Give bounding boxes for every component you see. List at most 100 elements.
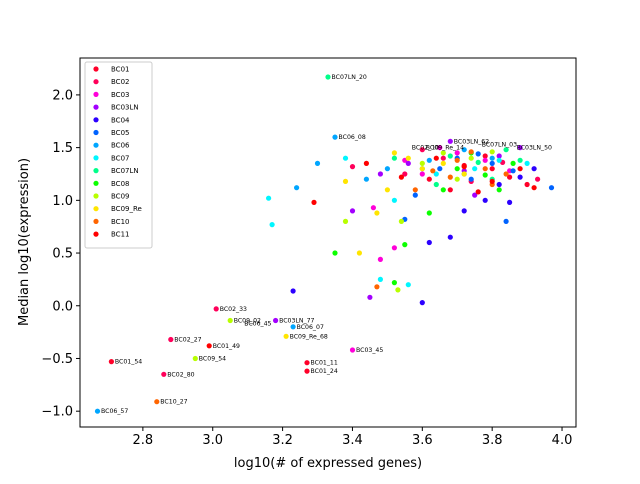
point-bc07ln — [447, 153, 453, 159]
point-bc07 — [496, 157, 502, 163]
point-bc02 — [161, 371, 167, 377]
point-bc07 — [391, 197, 397, 203]
point-bc08 — [454, 166, 460, 172]
point-annotation: BC03LN_62 — [454, 138, 489, 145]
legend-label: BC07LN — [111, 167, 139, 175]
point-bc09-re — [419, 166, 425, 172]
point-annotation: BC03LN_77 — [279, 318, 314, 325]
point-bc09-re — [461, 171, 467, 177]
legend-label: BC03 — [111, 91, 129, 99]
legend-label: BC07 — [111, 154, 129, 162]
legend-marker — [93, 104, 99, 110]
point-annotation: BC09_Re_68 — [290, 333, 328, 340]
point-bc11 — [398, 174, 404, 180]
legend: BC01 BC02 BC03 BC03LN BC04 BC05 BC06 BC07 BC07LN… — [84, 61, 153, 249]
point-bc10 — [447, 174, 453, 180]
y-axis-label: Median log10(expression) — [17, 158, 32, 326]
points-layer — [94, 74, 555, 414]
y-tick-label: 0.5 — [52, 247, 73, 262]
point-bc07 — [377, 276, 383, 282]
point-bc11 — [363, 160, 369, 166]
x-axis-label: log10(# of expressed genes) — [234, 456, 422, 471]
legend-marker — [93, 91, 99, 97]
x-tick-label: 3.4 — [342, 433, 363, 448]
point-bc04 — [531, 166, 537, 172]
point-bc03 — [370, 205, 376, 211]
point-bc01 — [426, 176, 432, 182]
point-bc03ln — [349, 208, 356, 214]
y-tick-label: 1.5 — [52, 141, 73, 156]
point-bc06 — [94, 408, 101, 414]
point-bc09-re — [374, 210, 380, 216]
point-bc01 — [524, 181, 530, 188]
point-annotation: BC02_10 — [412, 145, 439, 152]
legend-marker — [93, 193, 99, 199]
point-bc06 — [461, 147, 467, 153]
point-bc06 — [290, 324, 296, 330]
point-annotation: BC01_49 — [213, 343, 240, 350]
x-tick-label: 3.8 — [482, 433, 503, 448]
legend-label: BC01 — [111, 66, 129, 74]
point-bc09 — [192, 355, 198, 362]
point-bc09 — [395, 287, 401, 293]
point-bc07ln — [503, 147, 509, 153]
point-bc03ln — [517, 145, 523, 151]
point-bc09 — [419, 160, 425, 166]
y-tick-label: 0.0 — [52, 299, 73, 314]
point-bc01 — [304, 360, 310, 366]
point-bc07ln — [391, 155, 397, 161]
point-bc03ln — [367, 294, 373, 300]
point-bc01 — [447, 187, 453, 193]
point-bc05 — [548, 185, 555, 191]
legend-label: BC05 — [111, 129, 129, 137]
point-bc04 — [447, 234, 453, 240]
point-bc05 — [437, 166, 443, 172]
y-tick-label: 1.0 — [52, 194, 73, 209]
point-bc07 — [433, 171, 439, 177]
point-bc08 — [426, 210, 432, 216]
point-annotation: BC03_45 — [356, 347, 383, 354]
point-bc01 — [108, 359, 114, 365]
point-annotation: BC06_45 — [244, 321, 271, 328]
point-bc04 — [507, 199, 513, 205]
point-bc04 — [517, 174, 523, 180]
point-bc09 — [398, 218, 404, 224]
x-tick-label: 3.0 — [202, 433, 223, 448]
legend-label: BC10 — [111, 218, 129, 226]
legend-label: BC06 — [111, 142, 130, 150]
point-bc09 — [440, 150, 446, 156]
point-bc07 — [342, 155, 349, 161]
point-bc04 — [290, 288, 296, 294]
point-bc09-re — [405, 155, 411, 161]
point-bc10 — [430, 168, 436, 174]
point-bc09-re — [384, 187, 390, 193]
point-bc07ln — [325, 74, 331, 80]
y-tick-label: 2.0 — [52, 88, 73, 103]
point-bc06 — [363, 176, 369, 182]
point-bc08 — [332, 250, 338, 256]
legend-label: BC02 — [111, 78, 129, 86]
point-bc03ln — [273, 317, 279, 324]
point-annotation: BC07LN_20 — [332, 74, 367, 81]
point-bc03ln — [377, 171, 383, 177]
legend-marker — [93, 155, 99, 161]
point-bc05 — [510, 168, 516, 174]
point-bc11 — [461, 164, 467, 170]
point-bc10 — [412, 187, 418, 193]
point-bc09 — [489, 149, 495, 155]
legend-marker — [93, 231, 99, 237]
point-bc03 — [391, 245, 397, 251]
legend-label: BC03LN — [111, 104, 139, 112]
legend-label: BC09_Re — [111, 205, 142, 213]
point-bc06 — [426, 157, 432, 163]
point-bc01 — [489, 166, 495, 172]
point-bc08 — [510, 160, 516, 166]
point-annotation: BC02_80 — [167, 371, 194, 378]
legend-marker — [93, 218, 99, 224]
point-bc03 — [437, 145, 443, 151]
y-tick-label: −1.0 — [41, 405, 73, 420]
point-bc07ln — [433, 181, 439, 188]
point-bc07 — [266, 195, 272, 201]
